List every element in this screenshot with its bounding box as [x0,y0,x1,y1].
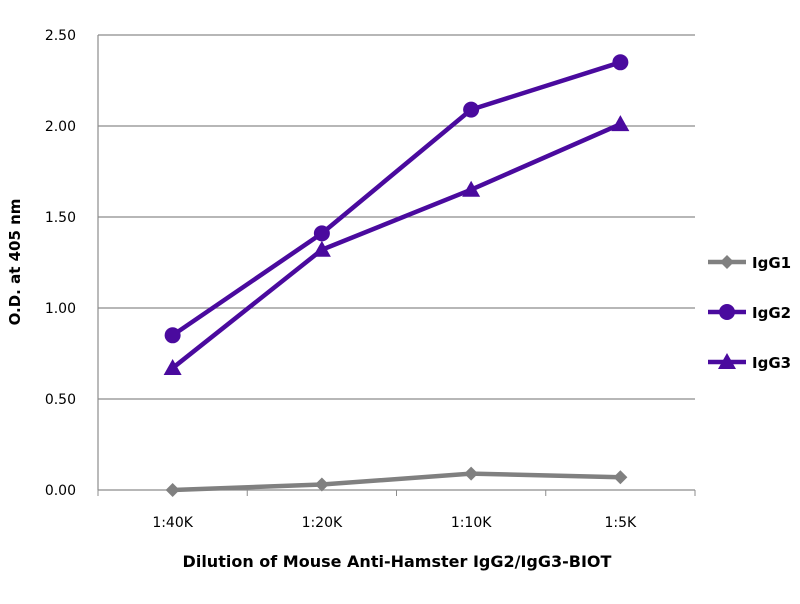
y-tick-label: 1.50 [45,210,76,226]
series-line [171,122,622,370]
data-point [464,466,479,481]
series-line [171,60,622,338]
x-tick-label: 1:40K [152,515,193,531]
data-point [313,225,330,242]
data-point [463,101,480,118]
legend-item-igg2: IgG2 [708,304,791,322]
legend-item-igg1: IgG1 [708,254,791,272]
data-point [165,483,180,497]
legend-marker [719,304,735,320]
series-line [172,471,621,493]
x-tick-label: 1:5K [605,515,638,531]
legend-label: IgG1 [752,254,791,272]
data-point [611,115,630,132]
series-igg3 [163,115,630,376]
legend-marker [718,353,736,369]
data-point [462,180,481,197]
series-igg1 [165,466,628,497]
y-tick-label: 0.50 [45,392,76,408]
y-tick-label: 2.00 [45,119,76,135]
legend-item-igg3: IgG3 [708,353,791,372]
legend-label: IgG2 [752,304,791,322]
y-tick-label: 2.50 [45,28,76,44]
legend-label: IgG3 [752,354,791,372]
data-point [613,470,628,485]
series-igg2 [164,54,629,344]
x-axis-label: Dilution of Mouse Anti-Hamster IgG2/IgG3… [183,552,612,571]
y-tick-label: 1.00 [45,301,76,317]
data-point [314,477,329,492]
x-tick-label: 1:20K [302,515,343,531]
y-tick-label: 0.00 [45,483,76,499]
y-axis-label: O.D. at 405 nm [6,199,24,326]
data-point [164,327,181,344]
data-point [163,359,182,376]
data-point [312,240,331,257]
legend-marker [720,255,734,269]
x-tick-label: 1:10K [451,515,492,531]
data-point [612,54,629,71]
